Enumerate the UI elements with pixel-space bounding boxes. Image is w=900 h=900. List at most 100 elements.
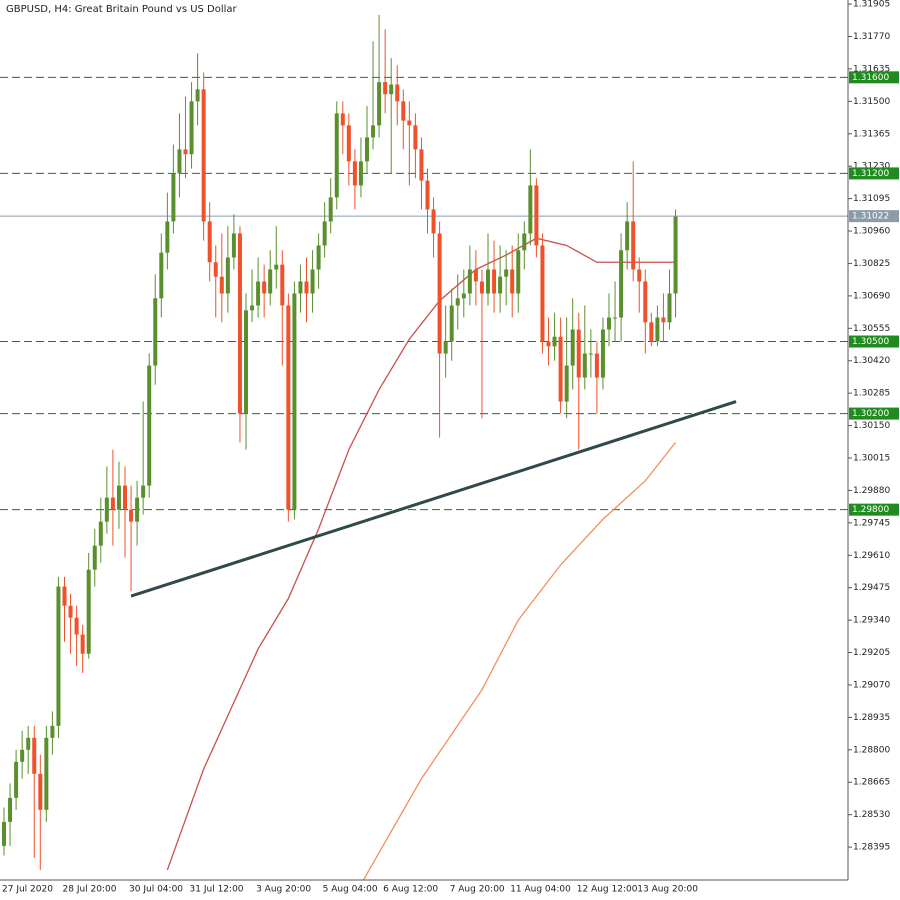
y-tick-label: 1.28530	[853, 810, 890, 820]
y-tick-label: 1.30690	[853, 291, 890, 301]
x-tick-label: 7 Aug 20:00	[450, 885, 505, 895]
y-tick-label: 1.28395	[853, 843, 890, 853]
candle-body	[201, 89, 206, 222]
candle-body	[165, 221, 170, 253]
candle-body	[310, 269, 315, 294]
x-tick-label: 30 Jul 04:00	[129, 885, 183, 895]
candle-body	[298, 281, 303, 294]
candle-body	[86, 569, 91, 654]
candle-body	[322, 221, 327, 246]
candle-body	[110, 497, 115, 510]
candle-body	[425, 180, 430, 210]
candle-body	[92, 545, 97, 570]
candle-body	[2, 821, 6, 846]
y-tick-label: 1.29205	[853, 648, 890, 658]
moving-average	[362, 441, 677, 880]
candle-body	[401, 101, 406, 121]
candle-body	[183, 149, 188, 155]
x-tick-label: 31 Jul 12:00	[190, 885, 244, 895]
candle-body	[637, 269, 642, 282]
candle-body	[365, 137, 369, 162]
candle-body	[407, 120, 412, 126]
candle-body	[153, 298, 158, 366]
x-tick-label: 5 Aug 04:00	[323, 885, 378, 895]
candle-body	[619, 250, 624, 318]
candle-body	[346, 125, 351, 162]
y-tick-label: 1.30825	[853, 259, 890, 269]
candle-body	[564, 365, 569, 402]
candle-body	[250, 305, 255, 311]
candle-body	[600, 329, 605, 378]
candle-body	[262, 281, 267, 294]
level-label-box	[849, 335, 899, 348]
candle-body	[625, 221, 630, 251]
candle-body	[177, 149, 182, 174]
y-tick-label: 1.29880	[853, 486, 890, 496]
moving-average	[166, 237, 676, 871]
y-tick-label: 1.28665	[853, 778, 890, 788]
chart-title: GBPUSD, H4: Great Britain Pound vs US Do…	[6, 4, 238, 15]
candle-body	[389, 84, 394, 95]
candle-body	[486, 269, 490, 294]
plot-area	[0, 14, 848, 880]
candle-body	[534, 185, 539, 246]
y-tick-label: 1.30555	[853, 324, 890, 334]
candle-body	[334, 113, 339, 198]
y-tick-label: 1.30285	[853, 389, 890, 399]
candle-body	[98, 521, 103, 546]
current-price-box	[849, 210, 899, 223]
y-tick-label: 1.31905	[853, 0, 890, 10]
candle-body	[237, 233, 242, 414]
candle-body	[431, 209, 436, 234]
candle-body	[413, 125, 418, 150]
candle-body	[582, 353, 587, 378]
candle-body	[437, 233, 442, 354]
candle-body	[62, 586, 67, 606]
candle-body	[558, 336, 563, 402]
candle-body	[631, 221, 636, 270]
current-price-label: 1.31022	[852, 212, 889, 222]
candle-body	[546, 341, 551, 347]
candle-body	[159, 252, 164, 299]
candle-body	[195, 89, 200, 102]
candle-body	[14, 761, 19, 798]
candle-body	[504, 269, 509, 277]
candle-body	[461, 293, 466, 299]
candle-body	[225, 257, 230, 294]
y-tick-label: 1.30015	[853, 454, 890, 464]
y-tick-label: 1.30960	[853, 227, 890, 237]
candle-body	[207, 221, 212, 263]
y-tick-label: 1.30150	[853, 421, 890, 431]
candle-body	[673, 216, 678, 294]
candle-body	[377, 82, 382, 126]
candle-body	[171, 173, 176, 222]
candle-body	[38, 773, 43, 810]
y-tick-label: 1.31635	[853, 64, 890, 74]
candle-body	[141, 485, 146, 498]
candle-body	[667, 293, 672, 323]
candle-body	[467, 269, 472, 294]
candle-body	[44, 737, 49, 810]
candle-body	[522, 233, 527, 251]
level-label-box	[849, 71, 899, 84]
y-tick-label: 1.29070	[853, 680, 890, 690]
level-label: 1.29800	[852, 505, 889, 515]
candle-body	[147, 365, 152, 486]
candle-body	[449, 305, 454, 342]
candle-body	[655, 317, 660, 342]
candle-body	[274, 264, 279, 270]
candle-body	[371, 125, 376, 138]
y-tick-label: 1.29610	[853, 551, 890, 561]
candle-body	[358, 161, 363, 186]
x-tick-label: 6 Aug 12:00	[383, 885, 438, 895]
candle-body	[231, 233, 236, 258]
candle-body	[419, 149, 424, 181]
level-label-box	[849, 503, 899, 516]
candle-body	[576, 329, 581, 378]
candle-body	[528, 185, 533, 234]
candle-body	[244, 310, 248, 414]
candle-body	[607, 317, 611, 330]
candle-body	[135, 497, 140, 522]
